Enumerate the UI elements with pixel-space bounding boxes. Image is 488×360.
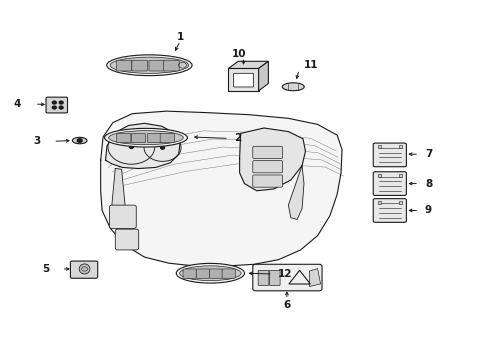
- Circle shape: [52, 106, 56, 109]
- FancyBboxPatch shape: [183, 269, 196, 278]
- FancyBboxPatch shape: [70, 261, 98, 278]
- Circle shape: [59, 101, 63, 104]
- FancyBboxPatch shape: [252, 146, 282, 158]
- Ellipse shape: [79, 264, 90, 274]
- FancyBboxPatch shape: [163, 60, 179, 71]
- Text: 1: 1: [176, 32, 183, 41]
- FancyBboxPatch shape: [372, 199, 406, 222]
- Circle shape: [160, 146, 164, 149]
- FancyBboxPatch shape: [46, 97, 67, 113]
- FancyBboxPatch shape: [222, 269, 235, 278]
- Bar: [398, 145, 401, 148]
- Ellipse shape: [179, 266, 241, 281]
- Text: 12: 12: [277, 269, 291, 279]
- FancyBboxPatch shape: [149, 60, 164, 71]
- Polygon shape: [239, 128, 305, 191]
- Circle shape: [77, 139, 82, 142]
- Text: 5: 5: [42, 264, 49, 274]
- FancyBboxPatch shape: [131, 134, 145, 143]
- FancyBboxPatch shape: [372, 143, 406, 167]
- FancyBboxPatch shape: [269, 270, 280, 285]
- FancyBboxPatch shape: [117, 134, 131, 143]
- FancyBboxPatch shape: [209, 269, 222, 278]
- FancyBboxPatch shape: [196, 269, 209, 278]
- Text: 11: 11: [304, 60, 318, 70]
- Bar: [377, 201, 380, 204]
- Text: 2: 2: [233, 134, 241, 143]
- FancyBboxPatch shape: [115, 229, 139, 250]
- Text: 7: 7: [424, 149, 431, 159]
- Ellipse shape: [176, 264, 244, 283]
- Circle shape: [129, 145, 133, 148]
- Ellipse shape: [72, 137, 87, 144]
- Bar: [398, 174, 401, 177]
- FancyBboxPatch shape: [116, 60, 132, 71]
- FancyBboxPatch shape: [233, 73, 253, 87]
- Ellipse shape: [108, 131, 183, 145]
- Bar: [398, 201, 401, 204]
- FancyBboxPatch shape: [147, 134, 161, 143]
- Bar: [377, 145, 380, 148]
- Text: 4: 4: [14, 99, 21, 109]
- Bar: [377, 174, 380, 177]
- Polygon shape: [258, 61, 268, 91]
- Text: 9: 9: [424, 206, 431, 216]
- FancyBboxPatch shape: [132, 60, 147, 71]
- FancyBboxPatch shape: [252, 264, 322, 291]
- Polygon shape: [288, 166, 304, 220]
- FancyBboxPatch shape: [372, 172, 406, 195]
- Ellipse shape: [104, 129, 187, 147]
- FancyBboxPatch shape: [258, 270, 268, 285]
- Text: 10: 10: [231, 49, 245, 59]
- Ellipse shape: [282, 83, 304, 91]
- Polygon shape: [309, 269, 320, 287]
- Polygon shape: [105, 123, 180, 168]
- Polygon shape: [112, 168, 125, 210]
- Text: 6: 6: [283, 300, 290, 310]
- Ellipse shape: [110, 57, 188, 73]
- Circle shape: [59, 106, 63, 109]
- Polygon shape: [101, 111, 341, 266]
- FancyBboxPatch shape: [252, 175, 282, 187]
- FancyBboxPatch shape: [109, 205, 136, 228]
- Circle shape: [52, 101, 56, 104]
- Bar: [228, 68, 258, 91]
- Ellipse shape: [106, 55, 192, 76]
- Text: 8: 8: [424, 179, 431, 189]
- Polygon shape: [228, 61, 268, 68]
- FancyBboxPatch shape: [252, 161, 282, 173]
- FancyBboxPatch shape: [160, 134, 174, 143]
- Text: 3: 3: [33, 136, 41, 146]
